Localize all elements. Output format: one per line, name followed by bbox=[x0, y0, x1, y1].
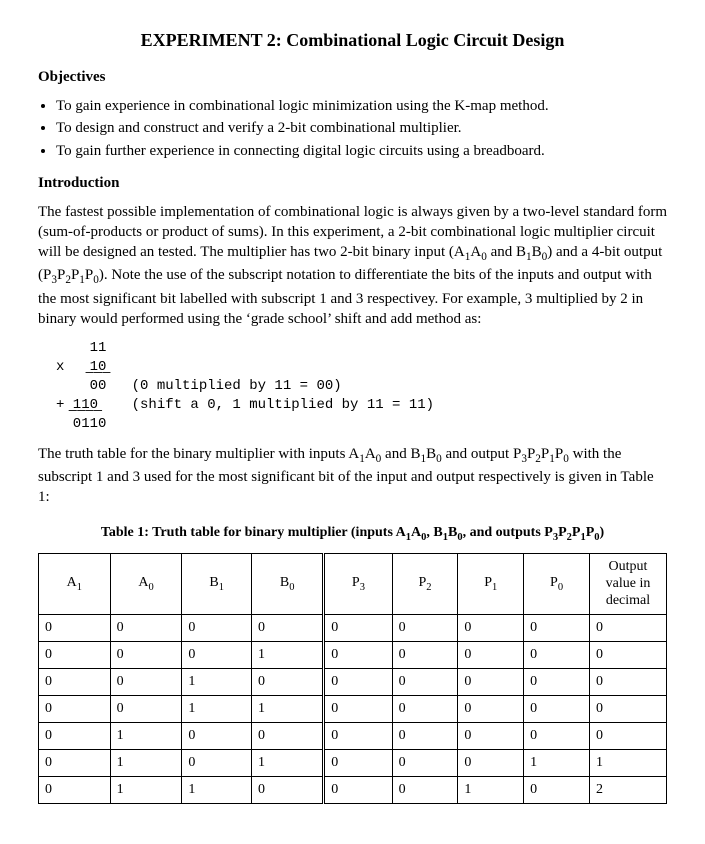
table-cell: 0 bbox=[590, 669, 667, 696]
table-cell: 0 bbox=[324, 696, 392, 723]
table-row: 011000102 bbox=[39, 777, 667, 804]
table-cell: 1 bbox=[110, 723, 182, 750]
table-cell: 0 bbox=[524, 642, 590, 669]
table-cell: 1 bbox=[182, 696, 252, 723]
table-header-cell: B1 bbox=[182, 554, 252, 615]
table-header-cell: P1 bbox=[458, 554, 524, 615]
table-cell: 0 bbox=[252, 615, 324, 642]
table-cell: 0 bbox=[39, 669, 111, 696]
table-cell: 0 bbox=[252, 669, 324, 696]
table-cell: 0 bbox=[110, 642, 182, 669]
table-cell: 0 bbox=[458, 642, 524, 669]
table-cell: 0 bbox=[392, 777, 458, 804]
page-title: EXPERIMENT 2: Combinational Logic Circui… bbox=[38, 30, 667, 51]
table-cell: 0 bbox=[324, 642, 392, 669]
table-cell: 0 bbox=[324, 750, 392, 777]
table-cell: 0 bbox=[110, 615, 182, 642]
objective-item: To gain further experience in connecting… bbox=[56, 141, 667, 161]
objectives-list: To gain experience in combinational logi… bbox=[38, 96, 667, 161]
table-cell: 1 bbox=[458, 777, 524, 804]
table-cell: 0 bbox=[39, 696, 111, 723]
table-cell: 1 bbox=[182, 777, 252, 804]
table-cell: 0 bbox=[590, 642, 667, 669]
table-header-row: A1A0B1B0P3P2P1P0Output value in decimal bbox=[39, 554, 667, 615]
table-cell: 0 bbox=[39, 723, 111, 750]
table-cell: 0 bbox=[590, 723, 667, 750]
multiplication-example: 11 x ̲1̲0̲ 00 (0 multiplied by 11 = 00) … bbox=[56, 339, 667, 433]
table-row: 001000000 bbox=[39, 669, 667, 696]
table-cell: 2 bbox=[590, 777, 667, 804]
table-cell: 0 bbox=[524, 723, 590, 750]
table-row: 010000000 bbox=[39, 723, 667, 750]
table-cell: 0 bbox=[39, 750, 111, 777]
table-cell: 0 bbox=[39, 615, 111, 642]
table-cell: 0 bbox=[590, 615, 667, 642]
objectives-heading: Objectives bbox=[38, 69, 667, 86]
table-cell: 0 bbox=[458, 696, 524, 723]
table-cell: 0 bbox=[524, 669, 590, 696]
table-cell: 0 bbox=[392, 723, 458, 750]
table-cell: 0 bbox=[182, 642, 252, 669]
table-cell: 0 bbox=[39, 642, 111, 669]
table-caption: Table 1: Truth table for binary multipli… bbox=[38, 525, 667, 543]
table-cell: 0 bbox=[324, 615, 392, 642]
table-cell: 0 bbox=[110, 669, 182, 696]
objective-item: To design and construct and verify a 2-b… bbox=[56, 118, 667, 138]
table-header-cell: P2 bbox=[392, 554, 458, 615]
table-cell: 0 bbox=[110, 696, 182, 723]
table-cell: 0 bbox=[39, 777, 111, 804]
table-header-cell: Output value in decimal bbox=[590, 554, 667, 615]
table-cell: 0 bbox=[524, 696, 590, 723]
table-cell: 1 bbox=[252, 642, 324, 669]
table-cell: 0 bbox=[590, 696, 667, 723]
table-cell: 1 bbox=[252, 696, 324, 723]
table-cell: 0 bbox=[392, 615, 458, 642]
table-cell: 0 bbox=[182, 750, 252, 777]
table-cell: 0 bbox=[458, 615, 524, 642]
truth-table: A1A0B1B0P3P2P1P0Output value in decimal … bbox=[38, 553, 667, 804]
table-cell: 0 bbox=[392, 750, 458, 777]
table-header-cell: P3 bbox=[324, 554, 392, 615]
table-cell: 0 bbox=[324, 777, 392, 804]
objective-item: To gain experience in combinational logi… bbox=[56, 96, 667, 116]
table-cell: 1 bbox=[590, 750, 667, 777]
intro-paragraph: The fastest possible implementation of c… bbox=[38, 202, 667, 329]
table-header-cell: A1 bbox=[39, 554, 111, 615]
table-row: 010100011 bbox=[39, 750, 667, 777]
table-intro-paragraph: The truth table for the binary multiplie… bbox=[38, 444, 667, 508]
table-cell: 0 bbox=[182, 615, 252, 642]
table-cell: 0 bbox=[392, 669, 458, 696]
table-cell: 1 bbox=[524, 750, 590, 777]
table-cell: 0 bbox=[324, 669, 392, 696]
table-cell: 0 bbox=[524, 615, 590, 642]
table-header-cell: B0 bbox=[252, 554, 324, 615]
table-cell: 0 bbox=[524, 777, 590, 804]
table-cell: 1 bbox=[110, 750, 182, 777]
table-cell: 0 bbox=[458, 669, 524, 696]
table-cell: 0 bbox=[458, 723, 524, 750]
table-row: 000100000 bbox=[39, 642, 667, 669]
introduction-heading: Introduction bbox=[38, 175, 667, 192]
table-cell: 1 bbox=[252, 750, 324, 777]
table-cell: 0 bbox=[458, 750, 524, 777]
table-row: 000000000 bbox=[39, 615, 667, 642]
table-row: 001100000 bbox=[39, 696, 667, 723]
table-cell: 1 bbox=[110, 777, 182, 804]
table-header-cell: P0 bbox=[524, 554, 590, 615]
table-cell: 0 bbox=[392, 642, 458, 669]
table-cell: 0 bbox=[252, 723, 324, 750]
table-cell: 0 bbox=[252, 777, 324, 804]
table-cell: 0 bbox=[392, 696, 458, 723]
table-cell: 1 bbox=[182, 669, 252, 696]
table-cell: 0 bbox=[182, 723, 252, 750]
table-cell: 0 bbox=[324, 723, 392, 750]
table-header-cell: A0 bbox=[110, 554, 182, 615]
